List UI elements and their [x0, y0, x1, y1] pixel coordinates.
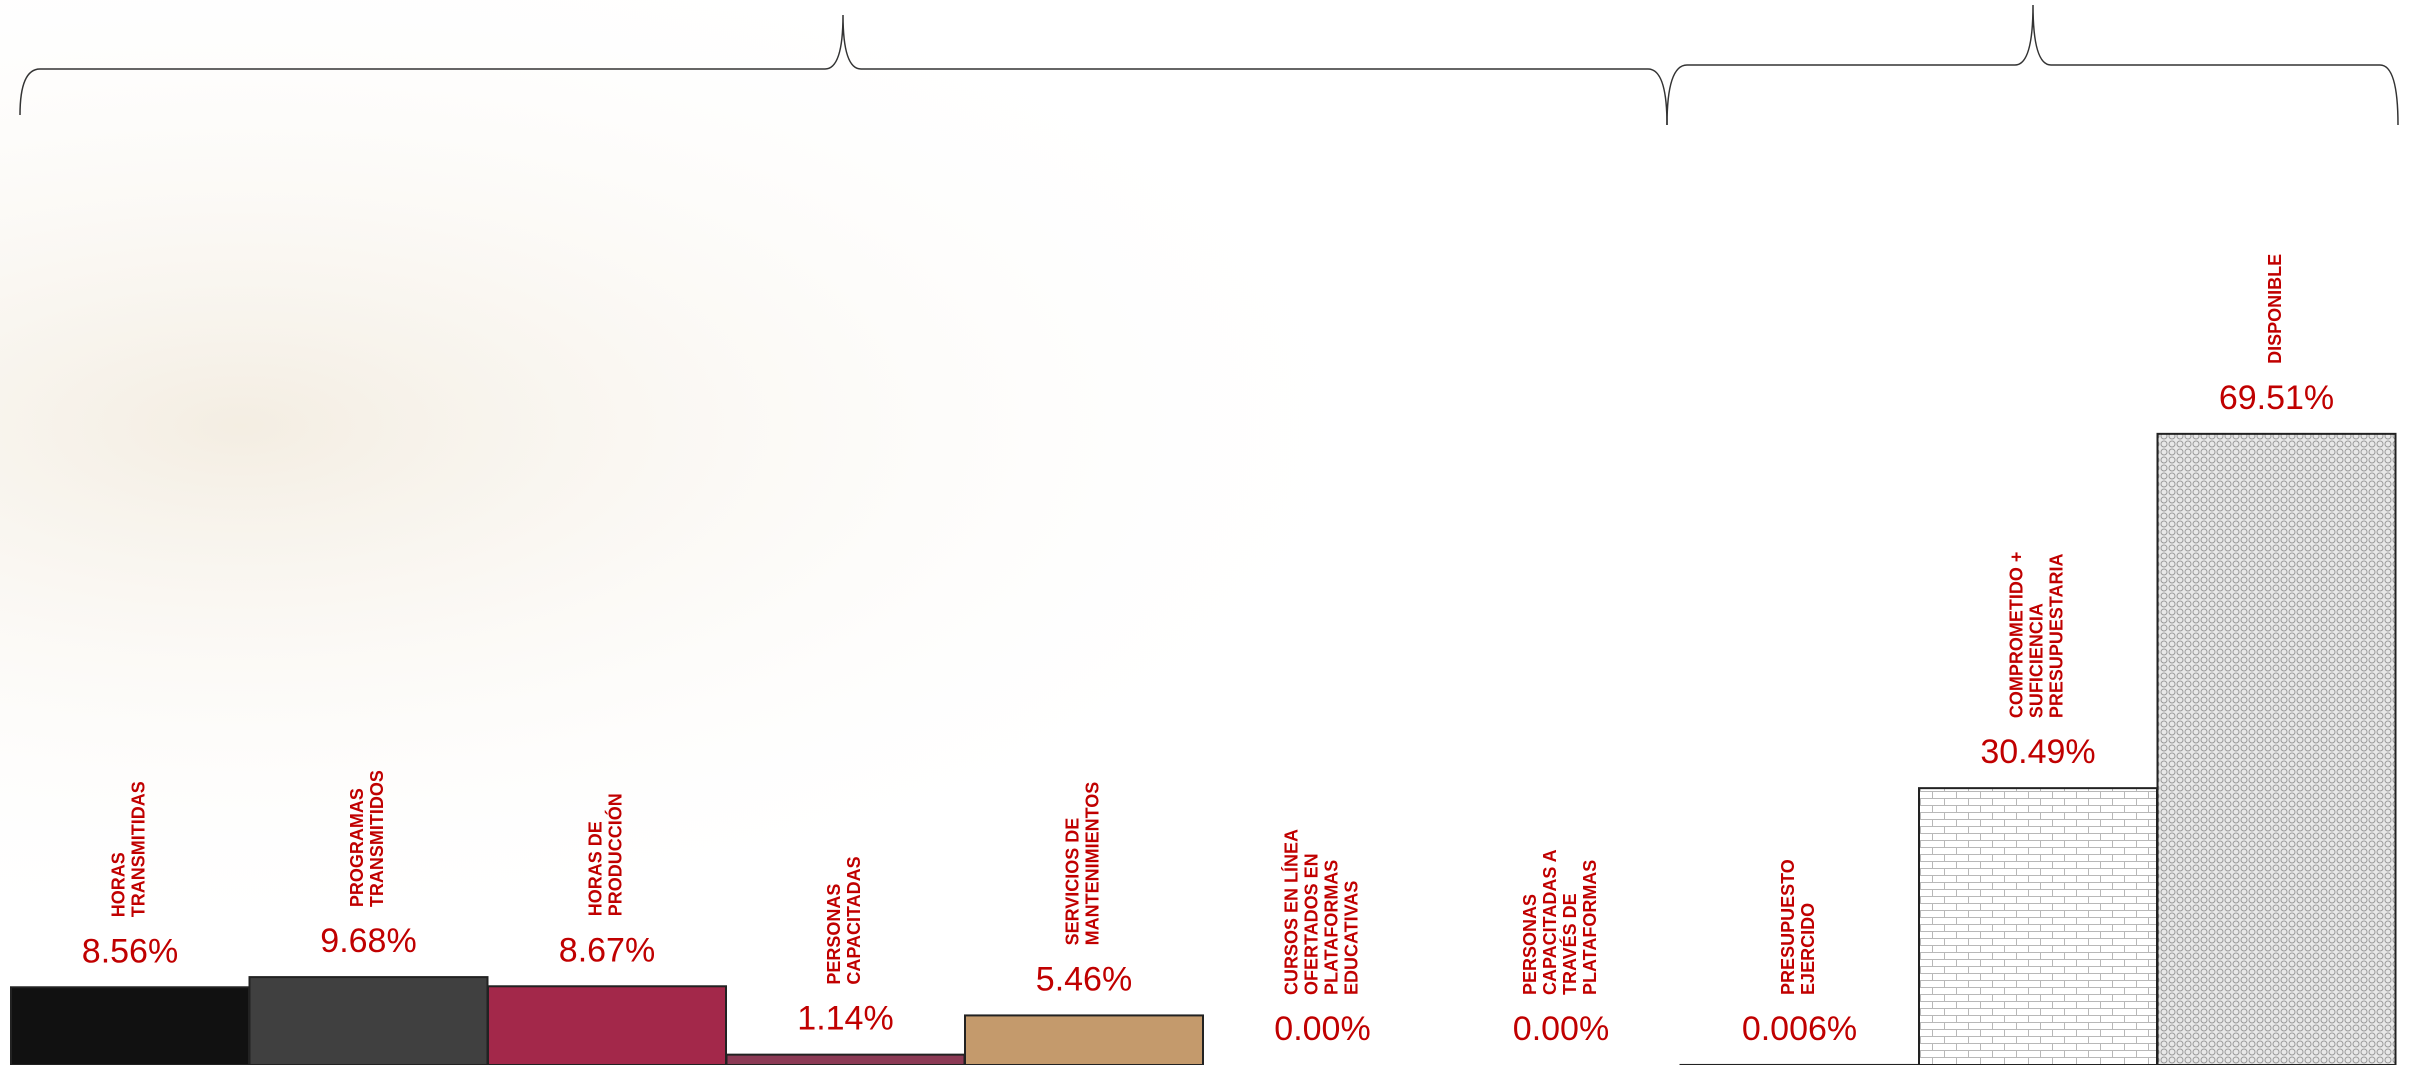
bar [250, 977, 488, 1065]
category-label: SUFICIENCIA [2027, 603, 2047, 718]
category-label: PRESUPUESTO [1778, 859, 1798, 995]
value-label: 69.51% [2219, 379, 2334, 417]
category-label: SERVICIOS DE [1063, 818, 1083, 946]
category-label: EDUCATIVAS [1341, 881, 1361, 995]
category-label: COMPROMETIDO + [2007, 552, 2027, 719]
category-label: PLATAFORMAS [1580, 860, 1600, 995]
value-label: 9.68% [320, 922, 416, 960]
value-label: 30.49% [1980, 733, 2095, 771]
category-label: TRAVÉS DE [1559, 893, 1580, 995]
value-label: 8.56% [82, 932, 178, 970]
category-label: CAPACITADAS A [1540, 849, 1560, 995]
bar [11, 987, 249, 1065]
page: {"chart_data": {"type": "bar", "categori… [0, 0, 2410, 1065]
category-label: EJERCIDO [1798, 903, 1818, 995]
category-label: MANTENIMIENTOS [1083, 782, 1103, 946]
chart: 8.56% HORASTRANSMITIDAS 9.68% PROGRAMASTRAN… [0, 0, 2410, 1065]
value-label: 0.00% [1513, 1010, 1609, 1048]
category-label: HORAS DE [586, 821, 606, 916]
value-label: 0.006% [1742, 1010, 1857, 1048]
category-label: CURSOS EN LÍNEA [1280, 829, 1301, 995]
value-label: 0.00% [1274, 1010, 1370, 1048]
category-label: OFERTADOS EN [1301, 853, 1321, 995]
category-label: PLATAFORMAS [1321, 860, 1341, 995]
bar [727, 1055, 965, 1065]
category-label: PRODUCCIÓN [605, 793, 626, 916]
value-label: 1.14% [797, 1000, 893, 1038]
category-label: PRESUPUESTARIA [2047, 553, 2067, 718]
category-label: PERSONAS [1520, 894, 1540, 995]
category-label: DISPONIBLE [2265, 254, 2285, 364]
bar [1919, 788, 2157, 1065]
category-label: TRANSMITIDAS [129, 781, 149, 917]
bar [2158, 434, 2396, 1065]
category-label: PROGRAMAS [347, 788, 367, 907]
category-label: PERSONAS [824, 884, 844, 985]
value-label: 5.46% [1036, 960, 1132, 998]
category-label: CAPACITADAS [844, 856, 864, 984]
bar [488, 986, 726, 1065]
bar [965, 1015, 1203, 1065]
category-label: HORAS [109, 852, 129, 917]
value-label: 8.67% [559, 931, 655, 969]
category-label: TRANSMITIDOS [367, 770, 387, 907]
